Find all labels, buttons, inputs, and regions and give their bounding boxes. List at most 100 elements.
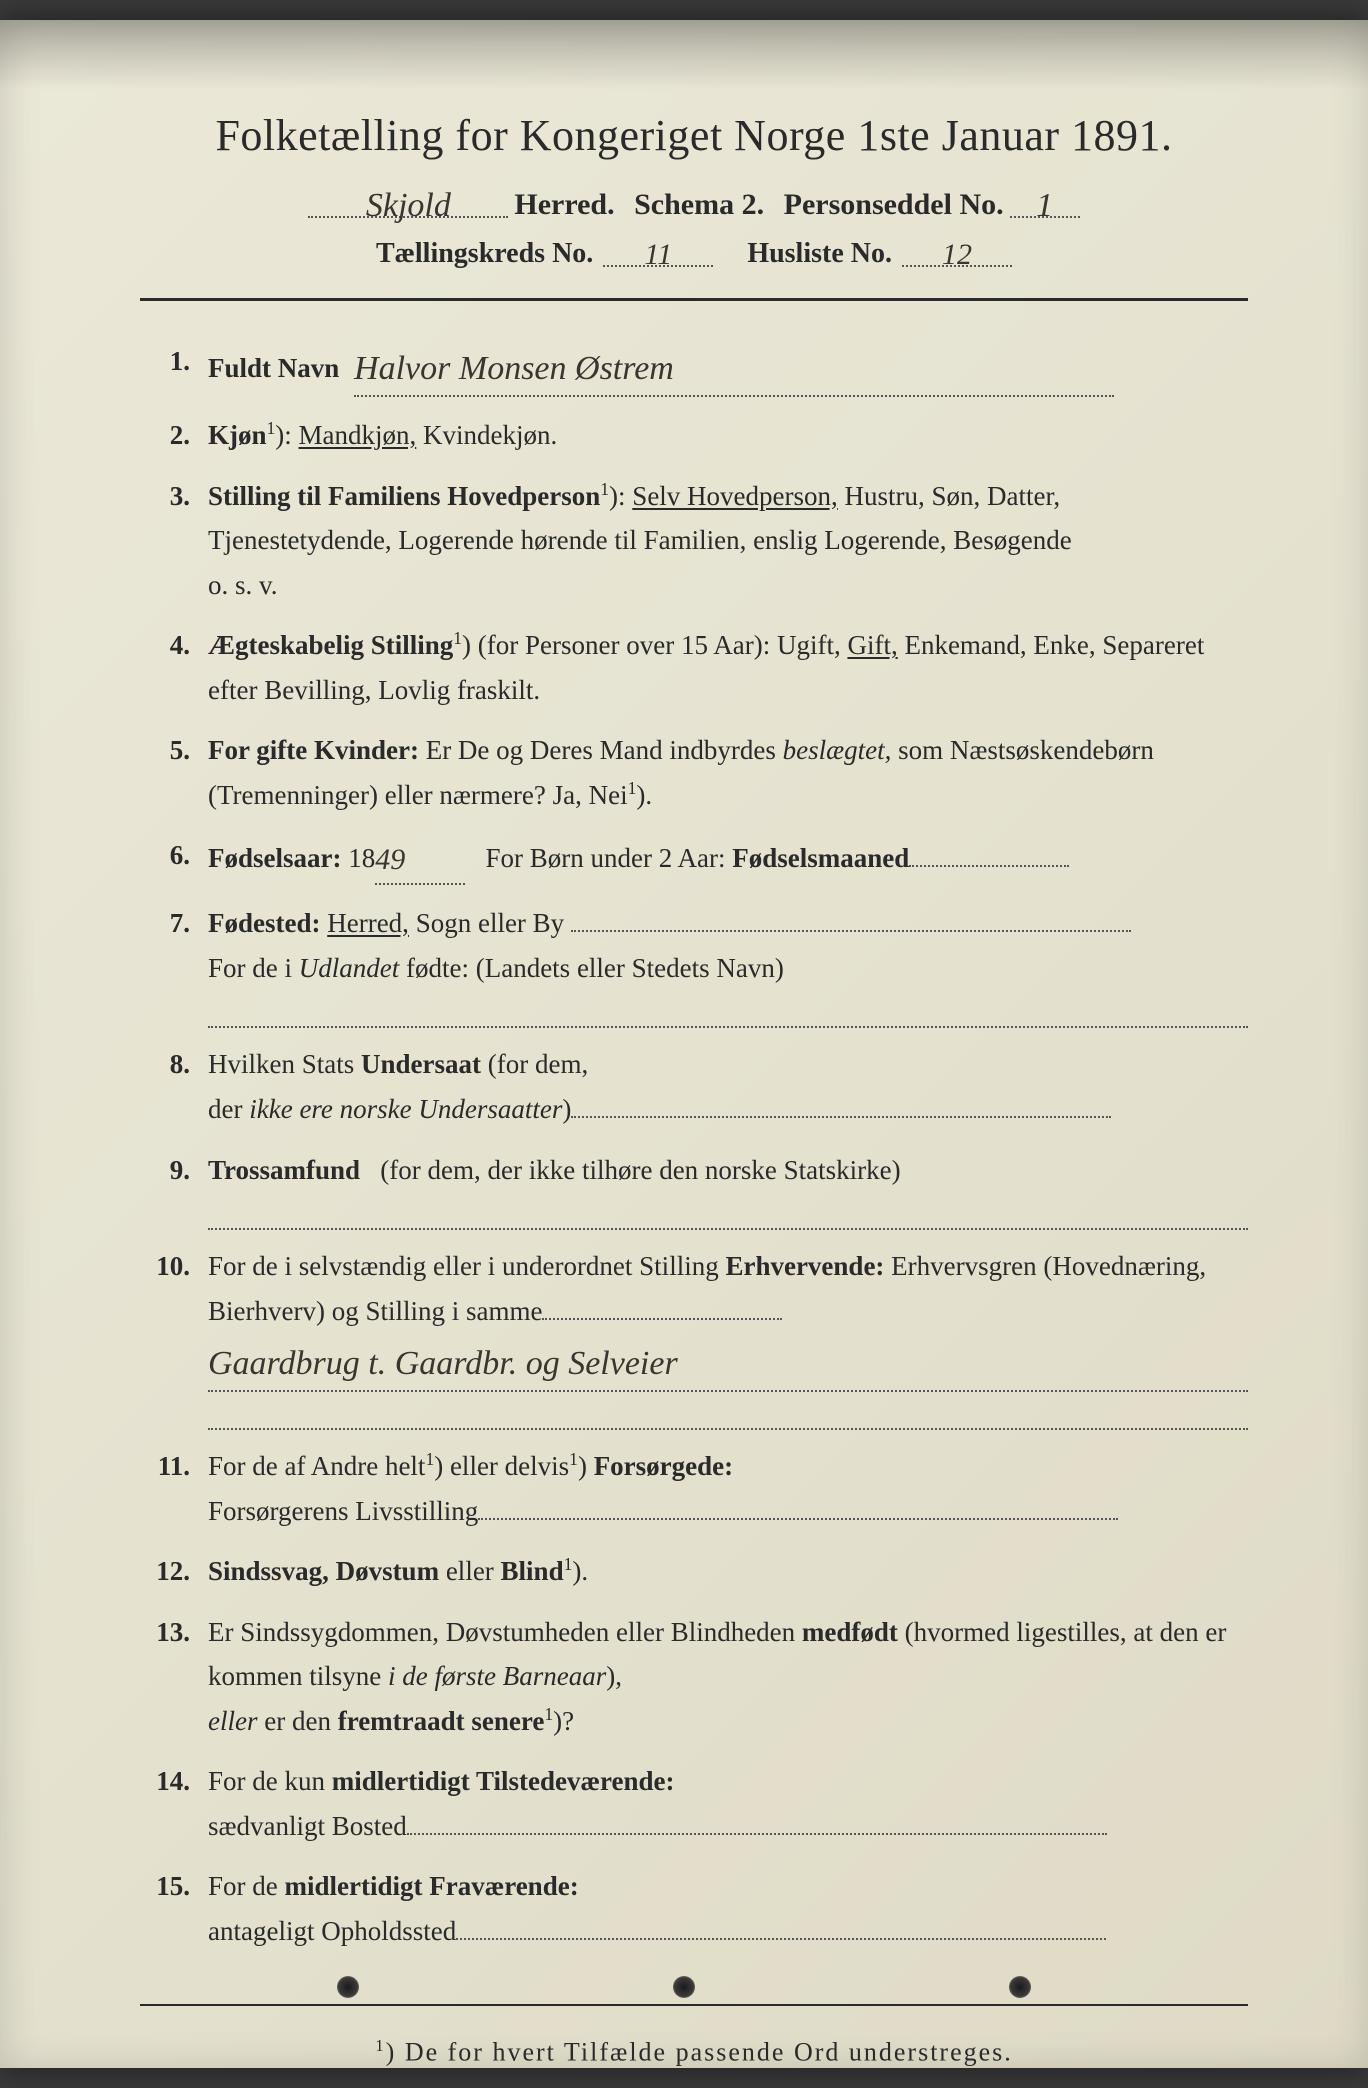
- kreds-label: Tællingskreds No.: [376, 238, 593, 270]
- hole-icon: [673, 1976, 695, 1998]
- q5-text: Er De og Deres Mand indbyrdes: [426, 735, 776, 765]
- questions-list: 1. Fuldt Navn Halvor Monsen Østrem 2. Kj…: [140, 339, 1248, 1954]
- question-5: 5. For gifte Kvinder: Er De og Deres Man…: [140, 728, 1248, 817]
- q5-label: For gifte Kvinder:: [208, 735, 419, 765]
- q10-label: Erhvervende:: [725, 1251, 884, 1281]
- husliste-hw: 12: [942, 238, 972, 271]
- q6-year-hw: 49: [375, 843, 405, 876]
- q1-num: 1.: [140, 339, 208, 397]
- q11-sup1: 1: [425, 1449, 434, 1469]
- question-8: 8. Hvilken Stats Undersaat (for dem, der…: [140, 1042, 1248, 1131]
- q6-label2: Fødselsmaaned: [732, 843, 909, 873]
- kreds-fill: 11: [603, 236, 713, 267]
- q14-num: 14.: [140, 1759, 208, 1848]
- herred-handwriting: Skjold: [366, 187, 451, 224]
- main-title: Folketælling for Kongeriget Norge 1ste J…: [140, 110, 1248, 161]
- footnote-sup: 1: [375, 2036, 385, 2055]
- q12-label: Sindssvag, Døvstum: [208, 1556, 439, 1586]
- q15-text: For de: [208, 1871, 278, 1901]
- q4-ugift: Ugift,: [777, 630, 841, 660]
- q3-sup: 1: [600, 479, 609, 499]
- q15-label: midlertidigt Fraværende:: [285, 1871, 579, 1901]
- question-15: 15. For de midlertidigt Fraværende: anta…: [140, 1864, 1248, 1953]
- q13-line3b: er den: [264, 1706, 331, 1736]
- q15-line2: antageligt Opholdssted: [208, 1916, 456, 1946]
- question-4: 4. Ægteskabelig Stilling1) (for Personer…: [140, 623, 1248, 712]
- question-14: 14. For de kun midlertidigt Tilstedevære…: [140, 1759, 1248, 1848]
- schema-label: Schema 2.: [634, 188, 764, 222]
- question-11: 11. For de af Andre helt1) eller delvis1…: [140, 1444, 1248, 1533]
- q10-fill-line: [208, 1408, 1248, 1430]
- kreds-hw: 11: [644, 238, 672, 271]
- q8-line2a: der: [208, 1094, 242, 1124]
- footnote-text: De for hvert Tilfælde passende Ord under…: [405, 2037, 1013, 2066]
- q4-sup: 1: [453, 628, 462, 648]
- q15-num: 15.: [140, 1864, 208, 1953]
- q10-text1: For de i selvstændig eller i underordnet…: [208, 1251, 719, 1281]
- q11-fill: [478, 1518, 1118, 1520]
- personseddel-label: Personseddel No.: [784, 188, 1004, 222]
- footnote: 1) De for hvert Tilfælde passende Ord un…: [140, 2036, 1248, 2068]
- q7-fill-line: [208, 1006, 1248, 1028]
- q8-num: 8.: [140, 1042, 208, 1131]
- q13-ital: i de første Barneaar: [388, 1661, 606, 1691]
- q7-line2b: fødte: (Landets eller Stedets Navn): [406, 953, 784, 983]
- q13-label: medfødt: [802, 1617, 898, 1647]
- personseddel-fill: 1: [1010, 185, 1080, 218]
- question-6: 6. Fødselsaar: 1849 For Børn under 2 Aar…: [140, 833, 1248, 885]
- q1-label: Fuldt Navn: [208, 353, 339, 383]
- question-2: 2. Kjøn1): Mandkjøn, Kvindekjøn.: [140, 413, 1248, 458]
- q6-label: Fødselsaar:: [208, 843, 341, 873]
- q11-label: Forsørgede:: [594, 1451, 733, 1481]
- husliste-label: Husliste No.: [747, 238, 892, 270]
- question-10: 10. For de i selvstændig eller i underor…: [140, 1244, 1248, 1391]
- hole-icon: [337, 1976, 359, 1998]
- q10-fill2: Gaardbrug t. Gaardbr. og Selveier: [208, 1334, 1248, 1392]
- q13-eller: eller: [208, 1706, 257, 1736]
- q13-paren2: ),: [606, 1661, 622, 1691]
- q9-fill-line: [208, 1208, 1248, 1230]
- q7-num: 7.: [140, 901, 208, 990]
- q10-hw: Gaardbrug t. Gaardbr. og Selveier: [208, 1345, 678, 1382]
- q3-etc: o. s. v.: [208, 570, 278, 600]
- question-1: 1. Fuldt Navn Halvor Monsen Østrem: [140, 339, 1248, 397]
- q8-ital: ikke ere norske Undersaatter: [249, 1094, 562, 1124]
- q9-num: 9.: [140, 1148, 208, 1193]
- q12-sup: 1: [564, 1554, 573, 1574]
- q5-num: 5.: [140, 728, 208, 817]
- q11-num: 11.: [140, 1444, 208, 1533]
- q11-text2: eller delvis: [450, 1451, 569, 1481]
- question-7: 7. Fødested: Herred, Sogn eller By For d…: [140, 901, 1248, 990]
- q6-month-fill: [909, 865, 1069, 867]
- q7-herred: Herred,: [327, 908, 409, 938]
- q7-label: Fødested:: [208, 908, 320, 938]
- q10-fill1: [542, 1318, 782, 1320]
- question-13: 13. Er Sindssygdommen, Døvstumheden elle…: [140, 1610, 1248, 1744]
- subtitle-row-1: Skjold Herred. Schema 2. Personseddel No…: [140, 185, 1248, 222]
- q3-label: Stilling til Familiens Hovedperson: [208, 481, 600, 511]
- q6-year-fill: 49: [375, 833, 465, 885]
- q15-fill: [456, 1938, 1106, 1940]
- q14-text: For de kun: [208, 1766, 325, 1796]
- binding-holes: [0, 1976, 1368, 1998]
- q5-sup: 1: [628, 778, 637, 798]
- q2-num: 2.: [140, 413, 208, 458]
- q4-gift: Gift,: [847, 630, 897, 660]
- hole-icon: [1009, 1976, 1031, 1998]
- subtitle-row-2: Tællingskreds No. 11 Husliste No. 12: [140, 236, 1248, 270]
- q4-label: Ægteskabelig Stilling: [208, 630, 453, 660]
- header-rule: [140, 298, 1248, 301]
- q8-paren: (for dem,: [488, 1049, 588, 1079]
- q11-sup2: 1: [569, 1449, 578, 1469]
- q11-line2: Forsørgerens Livsstilling: [208, 1496, 478, 1526]
- q8-fill: [571, 1116, 1111, 1118]
- q6-num: 6.: [140, 833, 208, 885]
- q7-text: Sogn eller By: [416, 908, 565, 938]
- q1-fill: Halvor Monsen Østrem: [354, 339, 1114, 397]
- footer-rule: [140, 2004, 1248, 2006]
- q10-num: 10.: [140, 1244, 208, 1391]
- q13-sup: 1: [544, 1704, 553, 1724]
- q6-year-prefix: 18: [348, 843, 375, 873]
- question-9: 9. Trossamfund (for dem, der ikke tilhør…: [140, 1148, 1248, 1193]
- q8-text: Hvilken Stats: [208, 1049, 354, 1079]
